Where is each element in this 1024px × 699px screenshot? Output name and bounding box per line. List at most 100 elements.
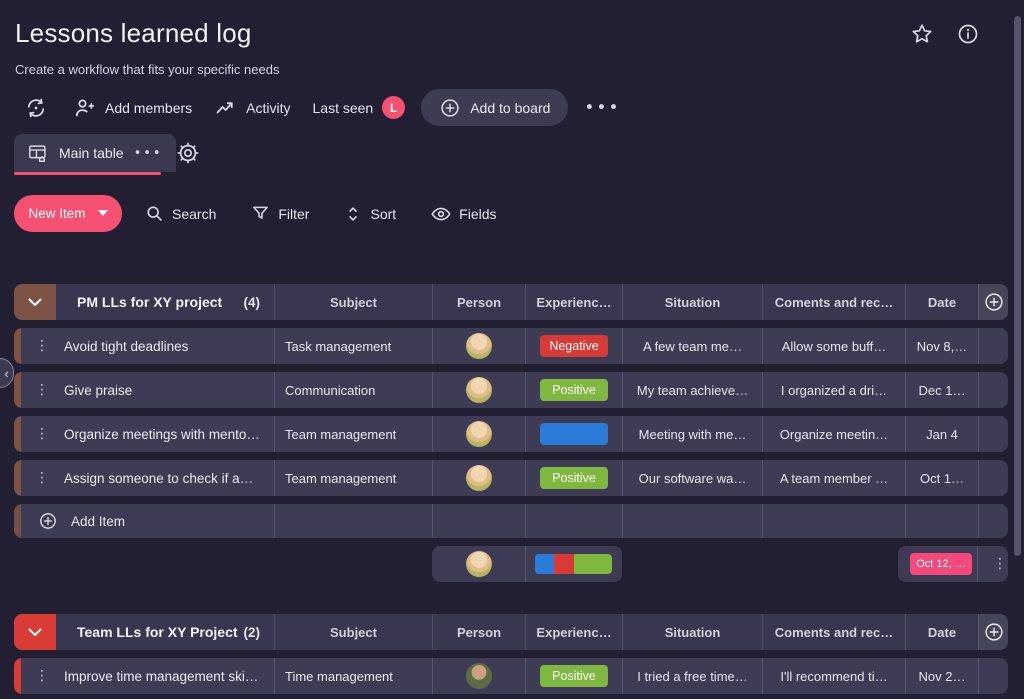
summary-menu-icon[interactable]: ⋮	[993, 556, 1007, 572]
add-item-cell[interactable]: Add Item	[14, 504, 274, 538]
tab-options-icon[interactable]: •••	[133, 145, 163, 161]
subject-cell[interactable]: Team management	[274, 416, 432, 452]
settings-gear-icon[interactable]	[176, 141, 200, 165]
date-cell[interactable]: Oct 1…	[905, 460, 978, 496]
empty-cell[interactable]	[978, 328, 1008, 364]
column-header-date[interactable]: Date	[905, 284, 978, 320]
experience-cell[interactable]	[525, 416, 622, 452]
situation-cell[interactable]: My team achieve…	[622, 372, 762, 408]
row-menu-icon[interactable]: ⋮	[35, 338, 49, 354]
empty-cell[interactable]	[978, 416, 1008, 452]
column-header-situation[interactable]: Situation	[622, 284, 762, 320]
summary-person-cell[interactable]	[432, 551, 525, 577]
add-members-button[interactable]: Add members	[73, 96, 192, 120]
row-menu-icon[interactable]: ⋮	[35, 426, 49, 442]
date-cell[interactable]: Dec 1…	[905, 372, 978, 408]
comments-cell[interactable]: Allow some buff…	[762, 328, 905, 364]
status-badge[interactable]: Negative	[540, 335, 608, 357]
person-cell[interactable]	[432, 328, 525, 364]
date-cell[interactable]: Jan 4	[905, 416, 978, 452]
subject-cell[interactable]: Task management	[274, 328, 432, 364]
situation-cell[interactable]: Meeting with me…	[622, 416, 762, 452]
column-header-experience[interactable]: Experienc…	[525, 614, 622, 650]
column-header-experience[interactable]: Experienc…	[525, 284, 622, 320]
add-column-button[interactable]	[978, 614, 1008, 650]
column-header-person[interactable]: Person	[432, 614, 525, 650]
status-distribution-bar[interactable]	[535, 554, 612, 574]
empty-cell[interactable]	[978, 658, 1008, 694]
add-column-button[interactable]	[978, 284, 1008, 320]
group-collapse-button[interactable]	[14, 614, 56, 650]
item-name[interactable]: Improve time management ski…	[64, 668, 259, 684]
item-name[interactable]: Assign someone to check if a…	[64, 470, 254, 486]
sync-icon[interactable]	[24, 96, 48, 120]
subject-cell[interactable]: Team management	[274, 460, 432, 496]
collapse-panel-handle[interactable]: ‹	[0, 358, 14, 388]
row-menu-icon[interactable]: ⋮	[35, 470, 49, 486]
situation-cell[interactable]: A few team me…	[622, 328, 762, 364]
item-name-cell[interactable]: ⋮ Give praise	[14, 372, 274, 408]
status-badge[interactable]: Positive	[540, 665, 608, 687]
activity-button[interactable]: Activity	[214, 96, 291, 120]
item-name[interactable]: Avoid tight deadlines	[64, 338, 189, 354]
group-collapse-button[interactable]	[14, 284, 56, 320]
situation-cell[interactable]: I tried a free time…	[622, 658, 762, 694]
empty-cell[interactable]	[978, 460, 1008, 496]
status-badge[interactable]: Positive	[540, 467, 608, 489]
board-more-menu-icon[interactable]: •••	[584, 97, 621, 118]
comments-cell[interactable]: Organize meetin…	[762, 416, 905, 452]
experience-cell[interactable]: Positive	[525, 372, 622, 408]
group-title-cell[interactable]: Team LLs for XY Project (2)	[14, 614, 274, 650]
item-name-cell[interactable]: ⋮ Avoid tight deadlines	[14, 328, 274, 364]
experience-cell[interactable]: Positive	[525, 460, 622, 496]
person-cell[interactable]	[432, 460, 525, 496]
status-badge[interactable]	[540, 423, 608, 445]
experience-cell[interactable]: Positive	[525, 658, 622, 694]
item-name-cell[interactable]: ⋮ Improve time management ski…	[14, 658, 274, 694]
empty-cell[interactable]	[978, 372, 1008, 408]
group-title-cell[interactable]: PM LLs for XY project (4)	[14, 284, 274, 320]
last-seen[interactable]: Last seen L	[313, 96, 406, 119]
fields-button[interactable]: Fields	[430, 203, 497, 225]
comments-cell[interactable]: I organized a dri…	[762, 372, 905, 408]
group-title[interactable]: Team LLs for XY Project	[77, 624, 238, 640]
column-header-comments[interactable]: Coments and rec…	[762, 284, 905, 320]
date-cell[interactable]: Nov 8,…	[905, 328, 978, 364]
comments-cell[interactable]: A team member …	[762, 460, 905, 496]
item-name-cell[interactable]: ⋮ Assign someone to check if a…	[14, 460, 274, 496]
status-badge[interactable]: Positive	[540, 379, 608, 401]
row-menu-icon[interactable]: ⋮	[35, 668, 49, 684]
person-cell[interactable]	[432, 372, 525, 408]
column-header-situation[interactable]: Situation	[622, 614, 762, 650]
column-header-subject[interactable]: Subject	[274, 284, 432, 320]
column-header-comments[interactable]: Coments and rec…	[762, 614, 905, 650]
sort-button[interactable]: Sort	[343, 204, 396, 224]
filter-button[interactable]: Filter	[250, 203, 309, 224]
summary-experience-cell[interactable]	[525, 554, 622, 574]
row-menu-icon[interactable]: ⋮	[35, 382, 49, 398]
person-cell[interactable]	[432, 416, 525, 452]
group-title[interactable]: PM LLs for XY project	[77, 294, 223, 310]
column-header-subject[interactable]: Subject	[274, 614, 432, 650]
item-name[interactable]: Give praise	[64, 382, 133, 398]
tab-main-table[interactable]: Main table •••	[14, 134, 176, 172]
info-icon[interactable]	[956, 22, 980, 46]
situation-cell[interactable]: Our software wa…	[622, 460, 762, 496]
add-item-row[interactable]: Add Item	[14, 504, 1008, 538]
comments-cell[interactable]: I'll recommend ti…	[762, 658, 905, 694]
new-item-button[interactable]: New Item	[14, 195, 122, 232]
subject-cell[interactable]: Communication	[274, 372, 432, 408]
search-button[interactable]: Search	[144, 203, 216, 224]
item-name[interactable]: Organize meetings with mento…	[64, 426, 260, 442]
subject-cell[interactable]: Time management	[274, 658, 432, 694]
experience-cell[interactable]: Negative	[525, 328, 622, 364]
vertical-scrollbar[interactable]	[1014, 16, 1021, 556]
item-name-cell[interactable]: ⋮ Organize meetings with mento…	[14, 416, 274, 452]
add-to-board-button[interactable]: Add to board	[421, 89, 569, 126]
star-icon[interactable]	[910, 22, 934, 46]
date-range-pill[interactable]: Oct 12, …	[910, 553, 972, 575]
person-cell[interactable]	[432, 658, 525, 694]
date-cell[interactable]: Nov 2…	[905, 658, 978, 694]
column-header-person[interactable]: Person	[432, 284, 525, 320]
column-header-date[interactable]: Date	[905, 614, 978, 650]
